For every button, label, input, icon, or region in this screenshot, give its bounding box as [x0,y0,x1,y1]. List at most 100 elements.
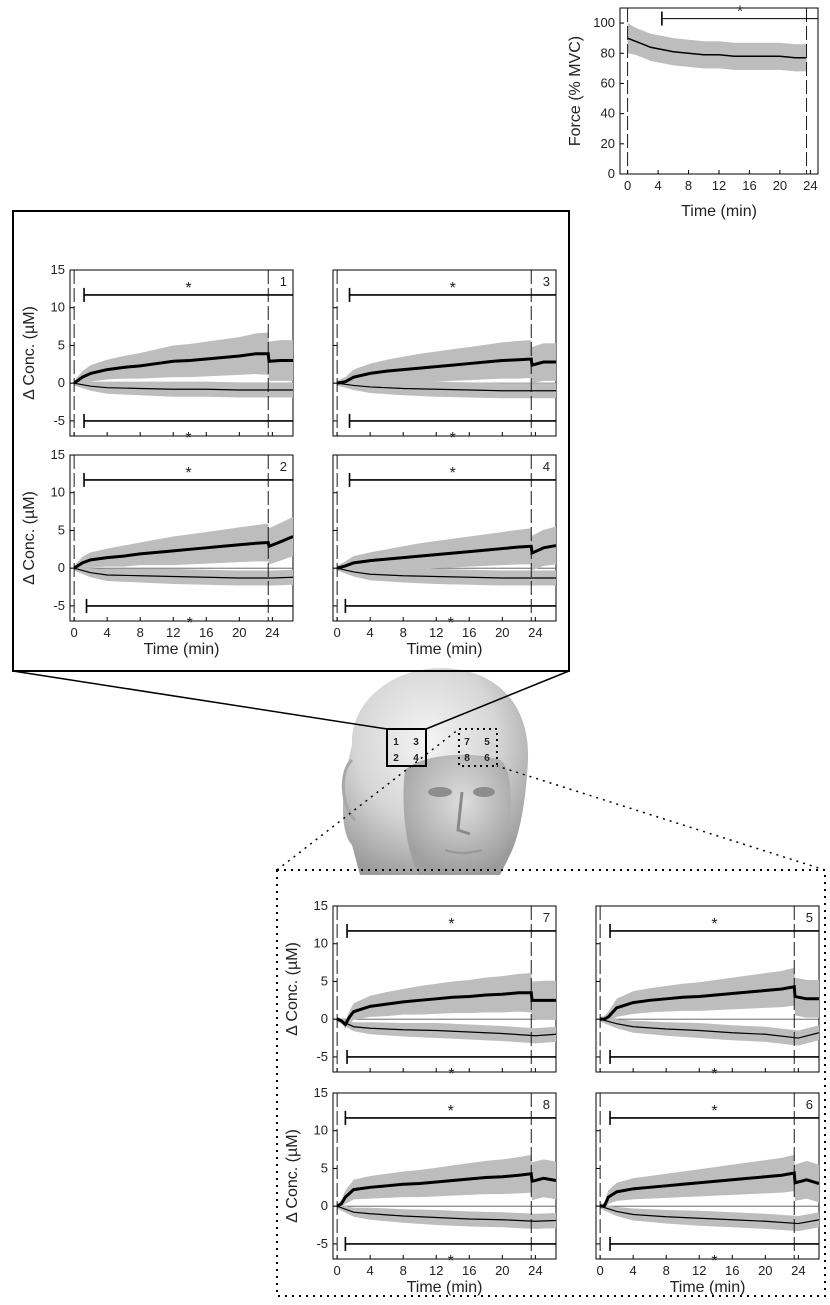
channel-number: 3 [543,274,550,289]
y-tick-label: 60 [601,75,615,90]
mean-line-series-1 [336,991,556,1027]
sd-band-series-1 [337,973,556,1029]
x-tick-label: 8 [400,625,407,640]
sd-band-series-2 [337,1203,556,1229]
channel-box-left [386,728,427,767]
channel-number: 1 [280,274,287,289]
channel-number: 5 [806,910,813,925]
mean-line-series-2 [599,1018,820,1039]
significance-star-2: * [187,615,193,632]
head-label-8: 8 [464,753,470,764]
force-panel: * 0 20 40 60 80 100 0 4 8 12 16 20 24 Time (min) Force … [567,4,819,220]
y-axis-label: Δ Conc. (µM) [21,306,38,400]
mean-line-series-2 [336,567,556,579]
x-tick-label: 16 [742,178,756,193]
x-tick-label: 0 [71,625,78,640]
x-axis-label: Time (min) [407,641,483,658]
x-tick-label: 4 [630,1263,637,1278]
x-tick-label: 4 [654,178,661,193]
sd-band-series-1 [74,516,293,571]
y-tick-label: 5 [321,1160,328,1175]
y-tick-label: 5 [58,337,65,352]
y-tick-label: -5 [53,413,65,428]
significance-star-1: * [448,1103,454,1120]
y-tick-label: 15 [314,1085,328,1100]
sd-band-series-1 [74,332,293,386]
x-tick-label: 24 [528,625,542,640]
y-tick-label: 20 [601,136,615,151]
y-tick-label: 15 [51,262,65,277]
significance-star-1: * [185,465,191,482]
y-tick-label: 0 [608,166,615,181]
y-axis-label: Δ Conc. (µM) [284,942,301,1036]
nirs-panel-ch6: * * 6 0 4 8 12 16 20 24 Time (min) [595,1092,820,1296]
mouth [444,848,483,855]
x-axis-label: Time (min) [670,1279,746,1296]
x-tick-label: 16 [462,1263,476,1278]
channel-number: 2 [280,459,287,474]
y-tick-label: 0 [321,1011,328,1026]
x-tick-label: 12 [429,625,443,640]
mean-line-series-2 [73,567,294,579]
nirs-panel-ch5: * * 5 [595,905,820,1083]
y-tick-label: 10 [51,485,65,500]
y-axis-label: Force (% MVC) [567,36,584,146]
axes-frame [619,7,819,175]
x-tick-label: 24 [803,178,817,193]
significance-star-1: * [711,916,717,933]
y-tick-label: 80 [601,45,615,60]
nirs-panel-ch2: * * 2 -5 0 5 10 15 0 4 8 12 16 20 24 Time (min) Δ Conc. … [21,447,294,658]
y-tick-label: 10 [314,936,328,951]
significance-star-1: * [711,1103,717,1120]
sd-band-series-1 [627,23,807,72]
y-tick-label: 10 [51,300,65,315]
x-tick-label: 16 [462,625,476,640]
significance-star-1: * [185,280,191,297]
nirs-panel-ch4: * * 4 0 4 8 12 16 20 24 Time (min) [332,454,557,658]
mean-line-series-1 [73,535,294,570]
y-tick-label: -5 [53,598,65,613]
y-tick-label: 0 [58,375,65,390]
y-tick-label: 100 [593,15,615,30]
y-tick-label: 15 [51,447,65,462]
connector-right-b [496,765,826,871]
head-illustration [341,668,529,875]
significance-star-1: * [450,465,456,482]
channel-number: 6 [806,1097,813,1112]
x-tick-label: 0 [597,1263,604,1278]
x-axis-label: Time (min) [407,1279,483,1296]
x-tick-label: 4 [367,1263,374,1278]
x-tick-label: 0 [334,625,341,640]
x-tick-label: 0 [334,1263,341,1278]
head-label-4: 4 [413,753,419,764]
y-tick-label: 5 [58,522,65,537]
nirs-panel-ch8: * * 8 -5 0 5 10 15 0 4 8 12 16 20 24 Time (min) Δ Conc. … [284,1085,557,1296]
y-axis-label: Δ Conc. (µM) [284,1129,301,1223]
mean-line-series-1 [73,352,293,385]
nirs-panel-ch3: * * 3 [332,269,557,447]
y-tick-label: -5 [316,1236,328,1251]
sd-band-series-2 [337,565,556,586]
y-tick-label: 5 [321,973,328,988]
head-channel-labels: 1 3 2 4 7 5 8 6 [393,737,490,764]
y-tick-label: 0 [58,560,65,575]
x-tick-label: 12 [429,1263,443,1278]
x-tick-label: 8 [137,625,144,640]
channel-number: 8 [543,1097,550,1112]
significance-star-1: * [448,916,454,933]
x-tick-label: 24 [265,625,279,640]
y-tick-label: 10 [314,1123,328,1138]
x-axis-label: Time (min) [681,203,757,220]
significance-star-2: * [448,615,454,632]
channel-number: 7 [543,910,550,925]
x-tick-label: 24 [528,1263,542,1278]
significance-star-2: * [711,1253,717,1270]
x-tick-label: 12 [692,1263,706,1278]
connector-left-b [425,670,570,730]
significance-star-2: * [448,1066,454,1083]
x-tick-label: 12 [712,178,726,193]
x-tick-label: 20 [232,625,246,640]
sd-band-series-1 [337,526,556,571]
head-label-2: 2 [393,753,399,764]
